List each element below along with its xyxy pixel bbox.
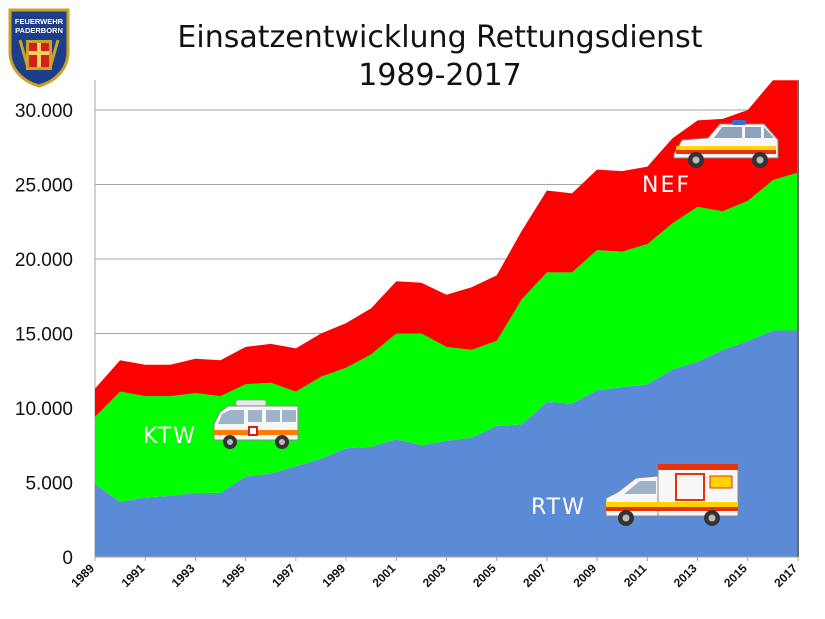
y-tick-label: 25.000 (15, 176, 73, 197)
x-tick-label: 1993 (169, 561, 198, 590)
x-tick-label: 2013 (671, 561, 700, 590)
x-tick-label: 2015 (721, 561, 750, 590)
fire-department-badge-icon: FEUERWEHR PADERBORN (8, 8, 70, 88)
series-label-nef: NEF (642, 173, 691, 198)
series-label-rtw: RTW (531, 495, 586, 520)
y-tick-label: 0 (62, 548, 73, 569)
rtw-vehicle-icon (605, 463, 739, 526)
y-tick-label: 20.000 (15, 250, 73, 271)
svg-text:PADERBORN: PADERBORN (15, 26, 63, 35)
x-tick-label: 2011 (621, 561, 650, 590)
chart-title: Einsatzentwicklung Rettungsdienst (177, 20, 703, 55)
y-tick-label: 15.000 (15, 325, 73, 346)
x-tick-label: 2009 (570, 561, 599, 590)
label-layer: KTW NEF RTW (143, 173, 691, 520)
x-tick-label: 2005 (470, 561, 499, 590)
y-tick-label: 30.000 (15, 101, 73, 122)
x-tick-label: 2003 (420, 561, 449, 590)
y-tick-label: 5.000 (25, 474, 73, 495)
ktw-vehicle-icon (213, 399, 299, 449)
x-tick-label: 1999 (319, 561, 348, 590)
x-tick-label: 2017 (771, 561, 800, 590)
x-tick-label: 2001 (370, 561, 399, 590)
x-tick-label: 1995 (219, 561, 248, 590)
svg-text:FEUERWEHR: FEUERWEHR (15, 17, 64, 26)
x-tick-label: 2007 (520, 561, 549, 590)
area-nef (95, 80, 798, 417)
nef-vehicle-icon (673, 120, 779, 168)
x-tick-label: 1991 (119, 561, 148, 590)
chart-subtitle: 1989-2017 (358, 58, 522, 93)
x-tick-label: 1997 (269, 561, 298, 590)
series-label-ktw: KTW (143, 424, 197, 449)
y-tick-label: 10.000 (15, 399, 73, 420)
